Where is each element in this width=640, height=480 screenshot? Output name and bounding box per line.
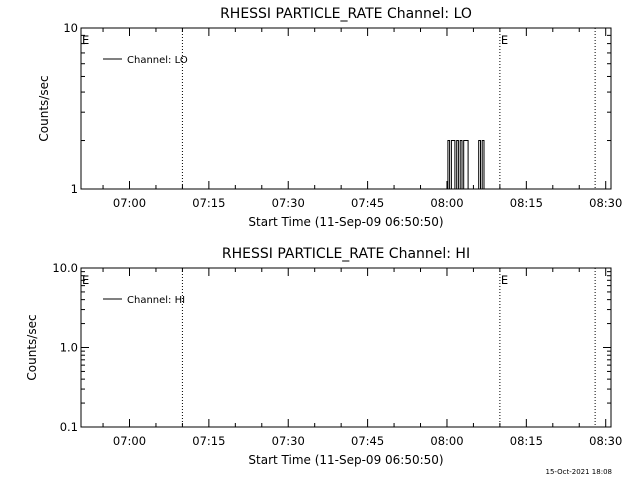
y-axis-label: Counts/sec (37, 75, 51, 141)
x-tick-label: 08:00 (430, 434, 463, 448)
y-tick-label: 10 (63, 21, 78, 35)
y-axis-label: Counts/sec (25, 314, 39, 380)
chart-panel-hi: RHESSI PARTICLE_RATE Channel: HI Start T… (25, 246, 622, 467)
series-line (81, 140, 488, 190)
y-tick-label: 0.1 (60, 420, 78, 434)
x-tick-label: 07:15 (192, 196, 225, 210)
event-marker-label: E (82, 33, 89, 47)
y-tick-label: 1 (71, 182, 78, 196)
x-tick-label: 08:15 (510, 434, 543, 448)
chart-panel-lo: RHESSI PARTICLE_RATE Channel: LO Start T… (37, 6, 622, 229)
y-tick-label: 10.0 (52, 261, 78, 275)
x-tick-label: 07:00 (113, 434, 146, 448)
x-tick-label: 07:00 (113, 196, 146, 210)
x-tick-label: 08:30 (589, 434, 622, 448)
x-tick-label: 07:15 (192, 434, 225, 448)
x-tick-label: 07:45 (351, 434, 384, 448)
x-tick-label: 08:15 (510, 196, 543, 210)
x-tick-label: 07:45 (351, 196, 384, 210)
chart-title: RHESSI PARTICLE_RATE Channel: HI (222, 246, 470, 262)
x-tick-label: 08:30 (589, 196, 622, 210)
event-marker-label: E (501, 33, 508, 47)
generation-timestamp: 15-Oct-2021 18:08 (546, 468, 612, 476)
x-tick-label: 08:00 (430, 196, 463, 210)
plot-frame (80, 27, 612, 190)
event-marker-label: E (82, 273, 89, 287)
x-axis-label: Start Time (11-Sep-09 06:50:50) (248, 215, 443, 229)
x-tick-label: 07:30 (272, 196, 305, 210)
event-marker-label: E (501, 273, 508, 287)
x-axis-label: Start Time (11-Sep-09 06:50:50) (248, 453, 443, 467)
legend-label: Channel: HI (127, 295, 185, 306)
legend-label: Channel: LO (127, 55, 188, 66)
x-tick-label: 07:30 (272, 434, 305, 448)
plot-frame (80, 267, 612, 428)
y-tick-label: 1.0 (60, 341, 78, 355)
chart-title: RHESSI PARTICLE_RATE Channel: LO (220, 6, 472, 22)
